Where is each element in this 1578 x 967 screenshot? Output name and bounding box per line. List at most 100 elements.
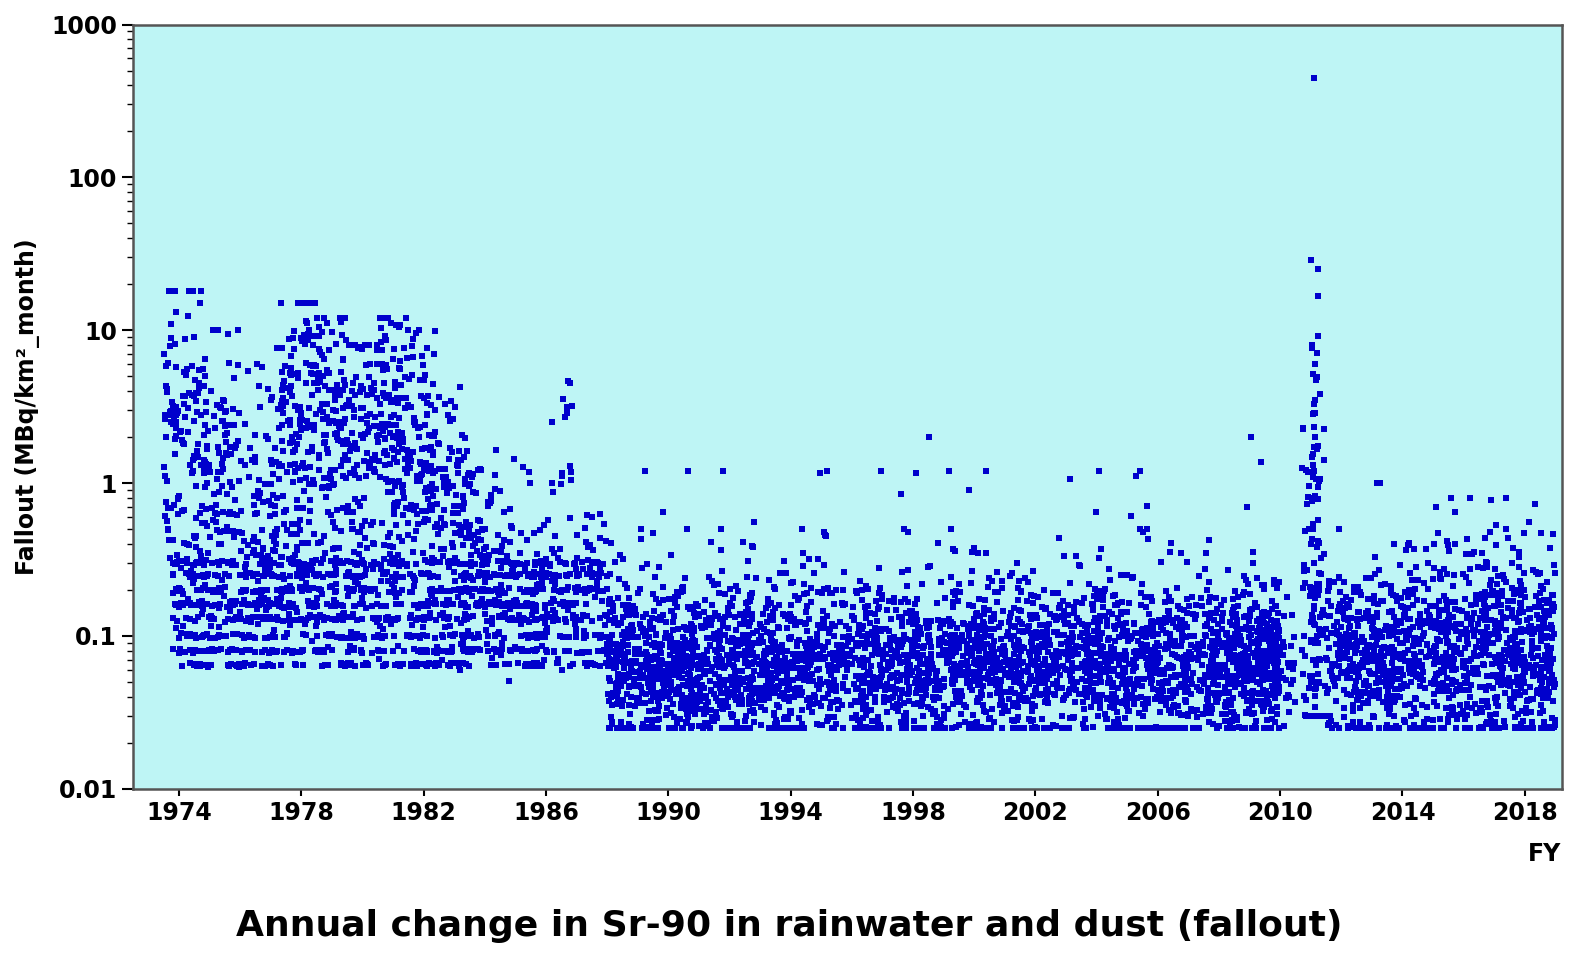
Point [742,663,767,679]
Point [390,556,415,571]
Point [305,629,330,644]
Point [287,429,312,445]
Point [1199,706,1225,721]
Point [1417,644,1442,659]
Point [535,620,560,635]
Point [1314,630,1340,646]
Point [600,628,625,643]
Point [901,720,926,736]
Point [732,655,757,670]
Point [925,674,950,689]
Point [191,453,216,468]
Point [1449,616,1474,631]
Point [682,605,707,621]
Point [1114,694,1139,710]
Point [1420,614,1445,630]
Point [1199,662,1225,678]
Point [1019,713,1045,728]
Point [178,656,204,671]
Point [680,685,705,700]
Point [365,587,390,602]
Point [601,615,626,630]
Point [284,567,309,582]
Point [666,680,691,695]
Point [923,672,948,688]
Point [1196,532,1221,547]
Point [1007,650,1032,665]
Point [784,652,810,667]
Point [863,614,888,630]
Point [967,663,993,679]
Point [903,605,928,621]
Point [1444,623,1469,638]
Point [816,663,841,679]
Point [1326,626,1351,641]
Point [1133,623,1158,638]
Point [882,647,907,662]
Point [869,644,895,659]
Point [862,643,887,659]
Point [382,452,407,467]
Point [944,689,969,705]
Point [619,619,644,634]
Point [904,660,929,676]
Point [1112,615,1138,630]
Point [966,677,991,692]
Point [1409,616,1434,631]
Point [658,681,683,696]
Point [1180,606,1206,622]
Point [1103,633,1128,649]
Point [888,486,914,502]
Point [202,612,227,628]
Point [1027,659,1053,674]
Point [557,643,582,659]
Point [1251,626,1277,641]
Point [704,630,729,645]
Point [1302,488,1327,504]
Point [1302,70,1327,85]
Point [915,628,940,643]
Point [650,681,675,696]
Point [680,647,705,662]
Point [170,583,196,599]
Point [486,608,511,624]
Point [467,642,492,658]
Point [1307,674,1332,689]
Point [1086,619,1111,634]
Point [1302,405,1327,421]
Point [1116,676,1141,691]
Point [466,598,491,613]
Point [1005,658,1030,673]
Point [256,493,281,509]
Point [934,635,959,651]
Point [882,684,907,699]
Point [1196,595,1221,610]
Point [589,659,614,674]
Point [907,653,933,668]
Point [982,611,1007,627]
Point [159,331,185,346]
Point [920,706,945,721]
Point [376,416,401,431]
Point [696,694,721,710]
Point [366,427,391,443]
Point [1381,643,1406,659]
Point [994,629,1019,644]
Point [475,555,500,571]
Point [480,610,505,626]
Point [1471,642,1496,658]
Point [797,644,822,659]
Point [385,611,410,627]
Point [1016,644,1041,659]
Point [773,675,798,690]
Point [1300,589,1326,604]
Point [1253,645,1278,660]
Point [1354,654,1379,669]
Point [1305,635,1330,651]
Point [298,598,323,613]
Point [1528,565,1553,580]
Point [1291,581,1316,597]
Point [1303,699,1329,715]
Point [1537,647,1562,662]
Point [376,310,401,326]
